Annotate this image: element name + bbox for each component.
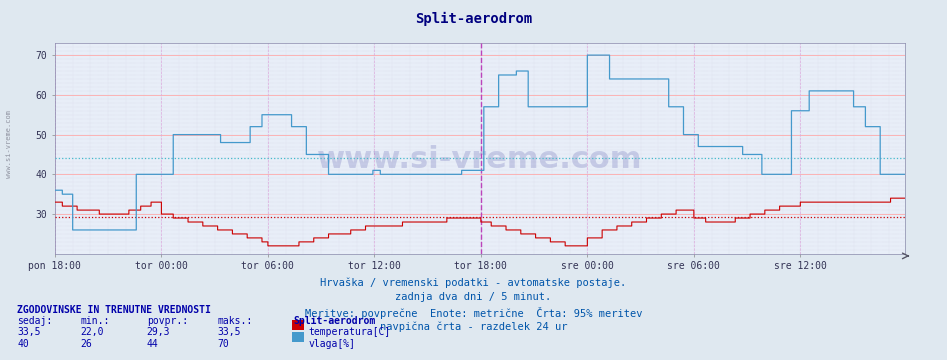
Text: ZGODOVINSKE IN TRENUTNE VREDNOSTI: ZGODOVINSKE IN TRENUTNE VREDNOSTI [17, 305, 211, 315]
Text: Meritve: povprečne  Enote: metrične  Črta: 95% meritev: Meritve: povprečne Enote: metrične Črta:… [305, 307, 642, 319]
Text: 33,5: 33,5 [218, 327, 241, 337]
Text: Hrvaška / vremenski podatki - avtomatske postaje.: Hrvaška / vremenski podatki - avtomatske… [320, 278, 627, 288]
Text: vlaga[%]: vlaga[%] [309, 339, 356, 349]
Text: sedaj:: sedaj: [17, 316, 52, 326]
Text: povpr.:: povpr.: [147, 316, 188, 326]
Text: min.:: min.: [80, 316, 110, 326]
Text: 44: 44 [147, 339, 158, 349]
Text: 70: 70 [218, 339, 229, 349]
Text: navpična črta - razdelek 24 ur: navpična črta - razdelek 24 ur [380, 321, 567, 332]
Text: temperatura[C]: temperatura[C] [309, 327, 391, 337]
Text: www.si-vreme.com: www.si-vreme.com [7, 110, 12, 178]
Text: Split-aerodrom: Split-aerodrom [294, 316, 376, 326]
Text: 26: 26 [80, 339, 92, 349]
Text: 40: 40 [17, 339, 28, 349]
Text: 29,3: 29,3 [147, 327, 170, 337]
Text: zadnja dva dni / 5 minut.: zadnja dva dni / 5 minut. [396, 292, 551, 302]
Text: www.si-vreme.com: www.si-vreme.com [317, 144, 643, 174]
Text: Split-aerodrom: Split-aerodrom [415, 12, 532, 26]
Text: 33,5: 33,5 [17, 327, 41, 337]
Text: maks.:: maks.: [218, 316, 253, 326]
Text: 22,0: 22,0 [80, 327, 104, 337]
